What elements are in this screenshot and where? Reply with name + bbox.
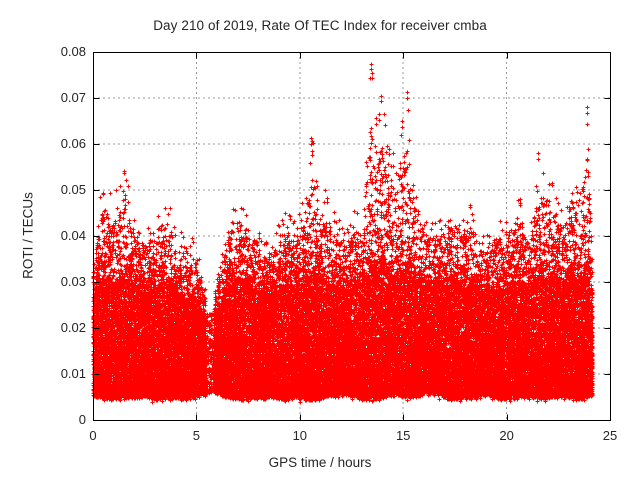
y-tick-label: 0.01	[60, 366, 86, 381]
y-tick-label: 0.05	[60, 182, 86, 197]
y-tick-label: 0.02	[60, 320, 86, 335]
y-tick-label: 0.07	[60, 90, 86, 105]
x-tick-label: 10	[292, 428, 308, 443]
y-tick-label: 0.06	[60, 136, 86, 151]
x-tick-label: 0	[89, 428, 97, 443]
x-axis-label: GPS time / hours	[268, 455, 372, 470]
y-tick-label: 0.08	[60, 44, 86, 59]
x-tick-label: 25	[602, 428, 618, 443]
data-points	[91, 62, 595, 405]
y-tick-label: 0.04	[60, 228, 86, 243]
y-tick-label: 0.03	[60, 274, 86, 289]
y-tick-label: 0	[78, 412, 86, 427]
x-tick-label: 15	[395, 428, 411, 443]
tick-marks	[93, 52, 611, 421]
x-tick-label: 5	[192, 428, 200, 443]
chart-title: Day 210 of 2019, Rate Of TEC Index for r…	[153, 18, 487, 33]
x-tick-label: 20	[499, 428, 514, 443]
